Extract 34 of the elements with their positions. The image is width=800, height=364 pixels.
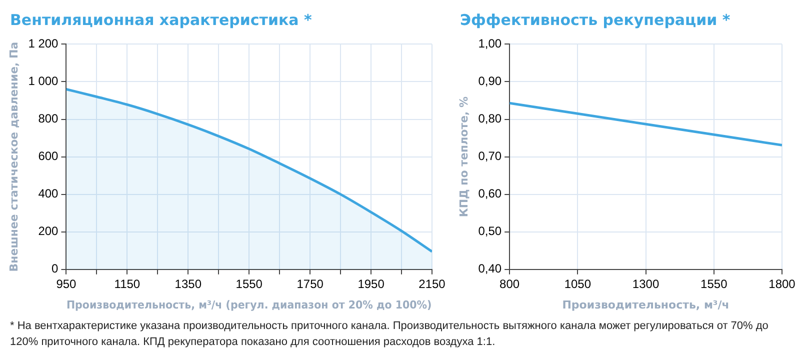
x-tick-label: 1950 [358, 276, 385, 291]
x-axis-title: Производительность, м³/ч [562, 298, 730, 312]
y-tick-label: 200 [38, 224, 59, 238]
chart-title: Эффективность рекуперации * [459, 10, 732, 31]
x-tick-label: 1800 [768, 276, 796, 291]
y-tick-label: 600 [38, 149, 59, 164]
y-tick-label: 1 200 [28, 36, 59, 51]
x-tick-label: 1750 [296, 276, 324, 291]
x-tick-label: 2150 [418, 276, 446, 291]
x-axis-title: Производительность, м³/ч (регул. диапазон от 20% до 100%) [66, 298, 432, 312]
y-tick-label: 400 [38, 186, 59, 201]
y-tick-label: 1 000 [28, 74, 59, 88]
y-tick-label: 0,90 [478, 74, 502, 88]
text: * На вентхарактеристике указана производительность приточного канала. Производительность вытяжного канала может регулироваться от 70% до 120% приточного канала. КПД рекуператора показано для соотношения расходов воздуха 1:1. [10, 319, 770, 350]
y-axis-title: КПД по теплоте, % [457, 96, 470, 218]
y-tick-label: 0,70 [478, 149, 502, 164]
line-series [510, 102, 782, 146]
x-tick-label: 1550 [236, 276, 263, 291]
y-tick-label: 0,50 [478, 224, 502, 238]
y-tick-label: 800 [38, 112, 59, 126]
x-tick-label: 1350 [174, 276, 202, 291]
x-tick-label: 1300 [632, 276, 660, 291]
x-tick-label: 800 [500, 276, 520, 291]
x-tick-label: 1050 [564, 276, 592, 291]
y-tick-label: 1,00 [478, 36, 502, 51]
x-tick-label: 1550 [700, 276, 728, 291]
chart-title: Вентиляционная характеристика * [9, 10, 313, 31]
x-tick-label: 950 [56, 276, 77, 291]
y-tick-label: 0 [52, 262, 59, 276]
x-tick-label: 1150 [114, 276, 140, 291]
y-tick-label: 0,40 [478, 262, 502, 276]
y-tick-label: 0,80 [478, 112, 502, 126]
y-tick-label: 0,60 [478, 186, 502, 201]
y-axis-title: Внешнее статическое давление, Па [7, 42, 20, 272]
